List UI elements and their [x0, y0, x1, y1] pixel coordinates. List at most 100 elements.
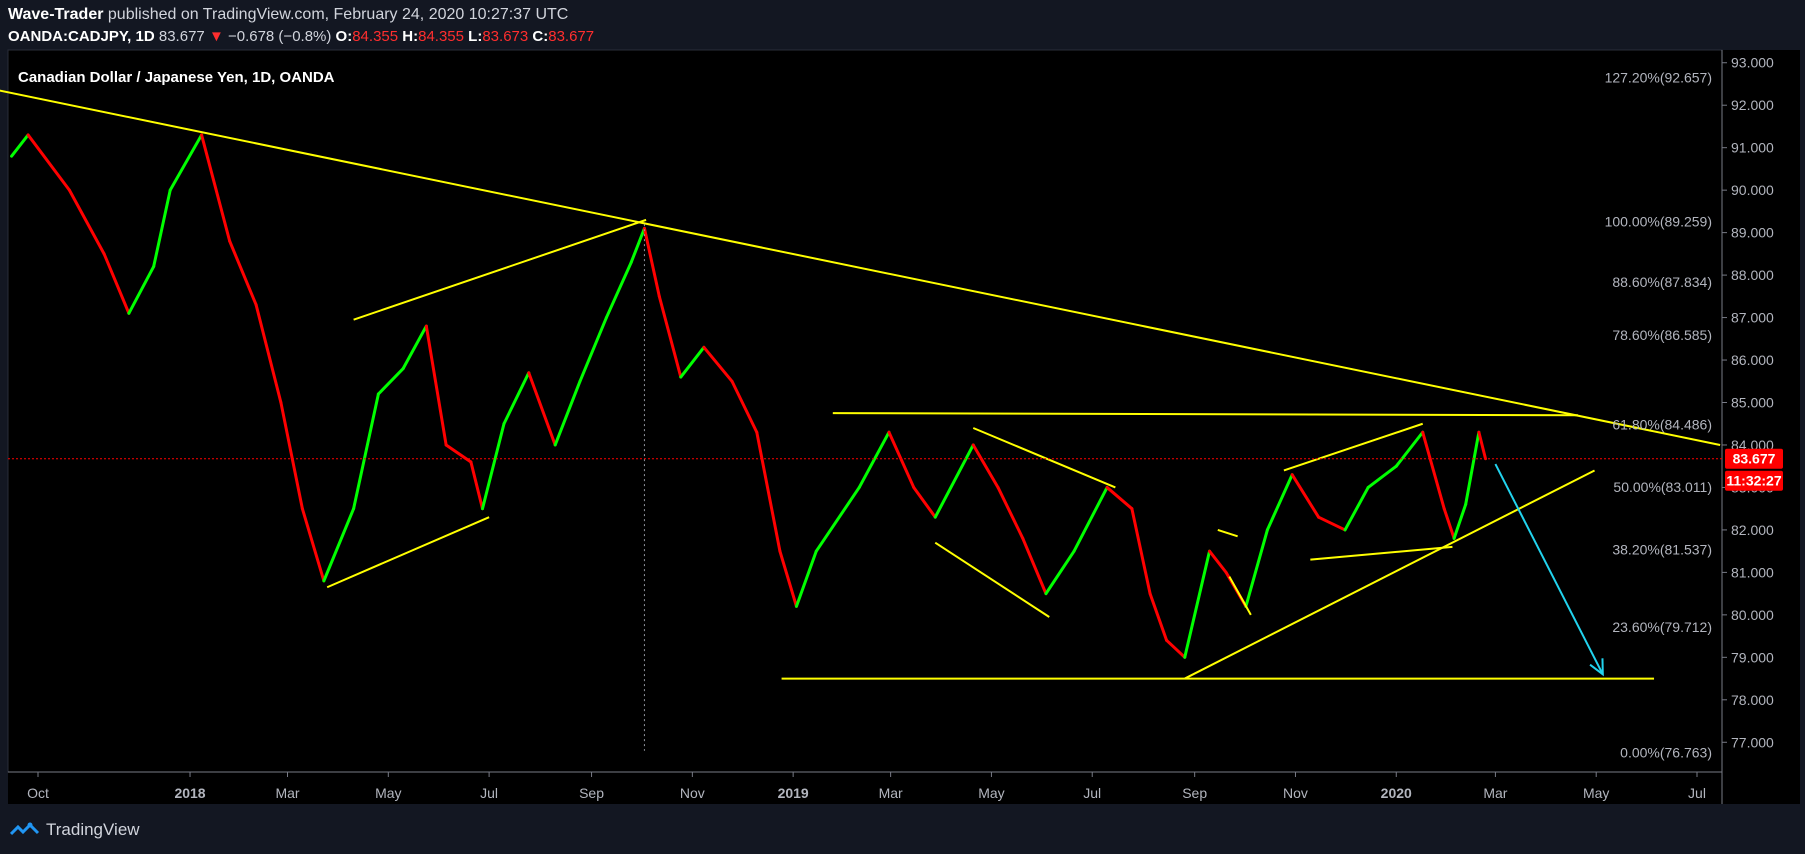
price-segment-down [971, 443, 1000, 489]
y-tick-label: 89.000 [1731, 225, 1774, 241]
close-value: 83.677 [548, 28, 595, 45]
price-segment-up [1394, 430, 1425, 468]
price-segment-up [1183, 549, 1212, 659]
price-segment-up [401, 324, 428, 371]
y-tick-label: 81.000 [1731, 564, 1774, 580]
price-segment-down [642, 226, 661, 298]
channel-line[interactable] [972, 427, 1116, 489]
y-tick-label: 85.000 [1731, 395, 1774, 411]
channel-line[interactable] [1283, 422, 1424, 472]
price-segment-up [376, 367, 405, 396]
plot-area[interactable] [8, 50, 1722, 772]
fib-level-label: 88.60%(87.834) [1612, 274, 1712, 290]
y-tick-label: 88.000 [1731, 267, 1774, 283]
x-tick-label: 2019 [778, 785, 809, 801]
countdown-tag [1725, 470, 1783, 491]
descending-trendline[interactable] [0, 88, 1721, 446]
high-label: H: [402, 28, 419, 45]
x-tick-label: 2018 [174, 785, 205, 801]
price-segment-up [553, 379, 582, 447]
price-segment-up [857, 430, 891, 489]
y-tick-label: 86.000 [1731, 352, 1774, 368]
ohlc-line: OANDA:CADJPY, 1D 83.677 ▼ −0.678 (−0.8%)… [8, 26, 594, 48]
price-segment-up [480, 422, 506, 511]
price-segment-up [322, 507, 356, 583]
y-tick-label: 92.000 [1731, 97, 1774, 113]
x-tick-label: Jul [1688, 785, 1706, 801]
price-segment-up [814, 485, 861, 553]
price-segment-up [1072, 485, 1109, 553]
price-segment-down [1442, 507, 1456, 540]
price-segment-down [755, 430, 782, 553]
channel-line[interactable] [934, 541, 1050, 618]
open-value: 84.355 [352, 28, 399, 45]
price-segment-down [887, 430, 916, 489]
low-value: 83.673 [482, 28, 529, 45]
price-segment-down [1477, 430, 1487, 461]
price-segment-down [778, 549, 798, 608]
projection-arrow[interactable] [1494, 463, 1604, 675]
price-segment-down [1208, 549, 1228, 574]
price-segment-up [1343, 485, 1370, 532]
fib-level-label: 23.60%(79.712) [1612, 619, 1712, 635]
y-tick-label: 91.000 [1731, 140, 1774, 156]
channel-line[interactable] [353, 218, 647, 321]
price-segment-up [629, 226, 646, 264]
price-segment-down [1317, 515, 1347, 532]
price-segment-down [469, 460, 484, 511]
x-tick-label: Sep [1182, 785, 1207, 801]
channel-line[interactable] [1310, 545, 1453, 561]
publish-header: Wave-Trader published on TradingView.com… [8, 4, 594, 48]
price-segment-up [352, 392, 380, 511]
y-tick-label: 78.000 [1731, 692, 1774, 708]
fib-level-label: 61.80%(84.486) [1612, 416, 1712, 432]
channel-line[interactable] [1228, 576, 1252, 616]
fib-level-label: 38.20%(81.537) [1612, 542, 1712, 558]
x-tick-label: Mar [879, 785, 903, 801]
price-segment-down [912, 485, 937, 519]
price-segment-down [26, 133, 71, 192]
channel-line[interactable] [1217, 528, 1238, 538]
price-segment-down [996, 485, 1025, 540]
price-segment-up [502, 371, 531, 426]
time-axis[interactable] [8, 772, 1722, 804]
price-segment-down [657, 294, 683, 379]
x-tick-label: May [978, 785, 1004, 801]
price-segment-up [1244, 528, 1269, 608]
published-text: published on TradingView.com, February 2… [107, 6, 569, 23]
x-tick-label: Nov [680, 785, 705, 801]
price-segment-down [1130, 507, 1152, 596]
y-tick-label: 77.000 [1731, 734, 1774, 750]
x-tick-label: Sep [579, 785, 604, 801]
price-segment-down [67, 188, 106, 256]
symbol-label: OANDA:CADJPY, 1D [8, 28, 155, 45]
y-tick-label: 80.000 [1731, 607, 1774, 623]
price-segment-down [102, 252, 131, 315]
price-change: −0.678 (−0.8%) [227, 28, 332, 45]
price-segment-down [254, 303, 283, 405]
price-segment-down [200, 133, 232, 243]
price-segment-up [933, 443, 975, 519]
resistance-line[interactable] [832, 412, 1579, 417]
author-name[interactable]: Wave-Trader [8, 6, 104, 23]
price-segment-down [702, 345, 734, 383]
price-segment-up [10, 133, 30, 158]
price-segment-up [1265, 473, 1294, 532]
ascending-support-trendline[interactable] [1184, 469, 1596, 680]
price-segment-down [1165, 638, 1187, 659]
price-segment-up [1452, 502, 1468, 540]
tradingview-footer[interactable]: TradingView [10, 820, 140, 840]
publish-line: Wave-Trader published on TradingView.com… [8, 4, 594, 26]
price-segment-up [794, 549, 818, 608]
channel-line[interactable] [326, 516, 490, 589]
price-segment-down [300, 507, 326, 583]
x-tick-label: Nov [1283, 785, 1308, 801]
y-tick-label: 90.000 [1731, 182, 1774, 198]
tradingview-brand: TradingView [46, 820, 140, 839]
price-segment-down [1290, 473, 1321, 519]
y-tick-label: 87.000 [1731, 310, 1774, 326]
fib-level-label: 50.00%(83.011) [1613, 479, 1712, 495]
price-segment-down [730, 379, 759, 434]
price-axis[interactable] [1722, 50, 1800, 804]
